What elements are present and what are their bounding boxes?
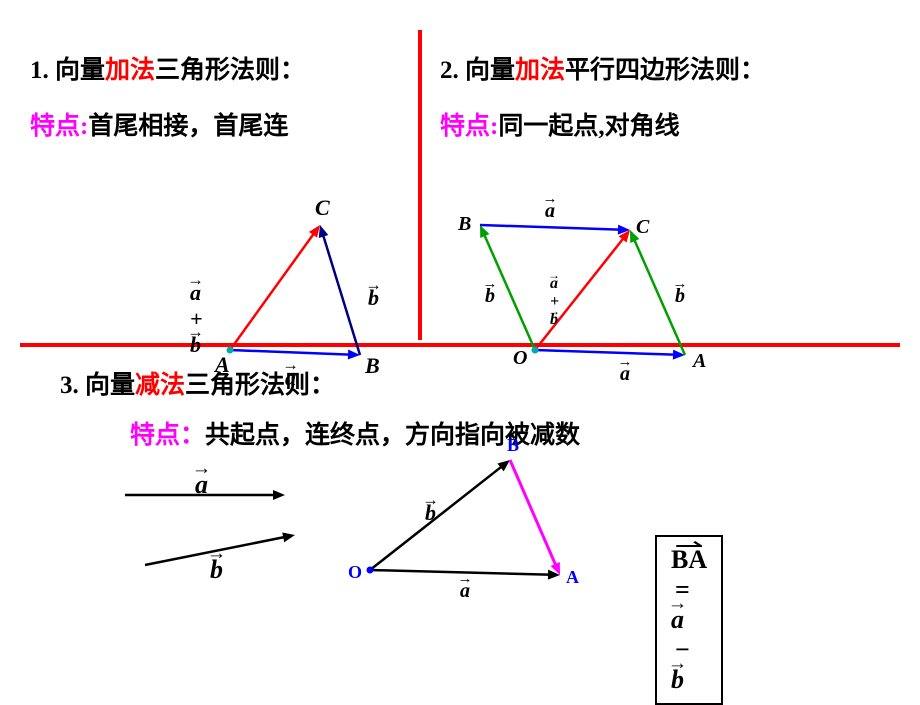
section-3: 3. 向量减法三角形法则： 特点：共起点，连终点，方向指向被减数 ab OABa… (60, 365, 580, 451)
diagram-label: A (566, 567, 579, 588)
vector-label: b (425, 500, 436, 526)
s2-feature: 特点:同一起点,对角线 (440, 106, 765, 142)
section-1-title: 1. 向量加法三角形法则： (30, 50, 305, 86)
vector-sum-label: a + b (190, 280, 203, 358)
section-2: 2. 向量加法平行四边形法则： 特点:同一起点,对角线 OABCababa + … (440, 50, 765, 142)
vector-label: a (620, 363, 630, 386)
section-2-title: 2. 向量加法平行四边形法则： (440, 50, 765, 86)
vector-label: a (545, 200, 555, 223)
diagram-label: B (507, 435, 519, 456)
vector-label: b (675, 285, 685, 308)
s3-feature-label: 特点： (130, 422, 205, 449)
diagram-label: C (636, 216, 649, 239)
s2-title-pre: 2. 向量 (440, 57, 515, 84)
s1-feature: 特点:首尾相接，首尾连 (30, 106, 305, 142)
diagram-label: B (458, 213, 471, 236)
s1-title-em: 加法 (105, 57, 155, 84)
s1-feature-text: 首尾相接，首尾连 (88, 113, 288, 140)
eq-a: a (671, 605, 684, 635)
s1-feature-label: 特点: (30, 113, 88, 140)
s3-title-em: 减法 (135, 372, 185, 399)
vector-label: b (368, 285, 379, 311)
s3-equation: BA = a − b (655, 535, 723, 705)
eq-b: b (671, 665, 684, 695)
eq-lhs: BA (671, 545, 707, 575)
vector-label: b (210, 555, 223, 585)
vector-label: b (485, 285, 495, 308)
s2-title-post: 平行四边形法则： (565, 57, 765, 84)
vector-label: a (460, 580, 470, 603)
diagram-label: A (693, 350, 706, 373)
diagram-label: C (315, 195, 330, 221)
section-1: 1. 向量加法三角形法则： 特点:首尾相接，首尾连 ABCaba + b (30, 50, 305, 142)
s2-title-em: 加法 (515, 57, 565, 84)
s1-title-pre: 1. 向量 (30, 57, 105, 84)
vector-label: a (195, 470, 208, 500)
s3-title-post: 三角形法则： (185, 372, 335, 399)
section-3-title: 3. 向量减法三角形法则： (60, 365, 580, 401)
s1-title-post: 三角形法则： (155, 57, 305, 84)
s2-feature-text: 同一起点,对角线 (498, 113, 679, 140)
diagram-label: O (348, 562, 362, 583)
s2-feature-label: 特点: (440, 113, 498, 140)
s3-title-pre: 3. 向量 (60, 372, 135, 399)
vector-sum-label: a + b (550, 275, 559, 329)
